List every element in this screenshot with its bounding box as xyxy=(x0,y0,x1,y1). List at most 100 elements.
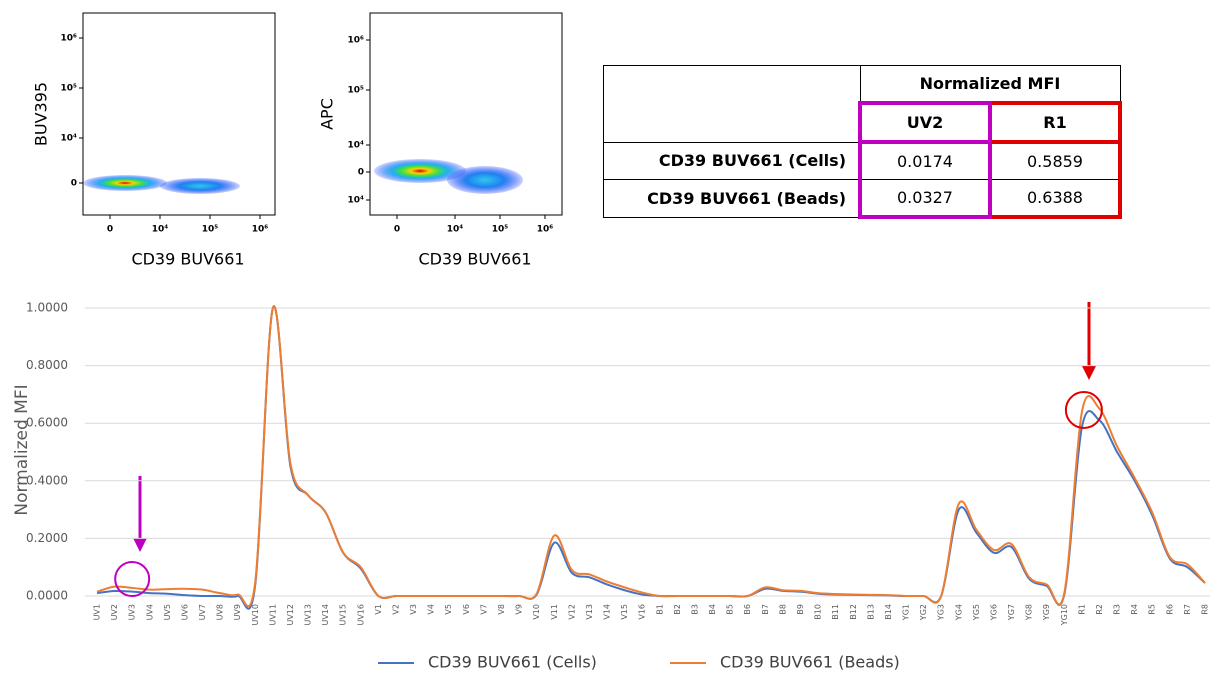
x-tick-label: V5 xyxy=(444,604,453,615)
y-tick-label: 10⁴ xyxy=(348,196,365,206)
x-tick-label: V9 xyxy=(515,604,524,615)
x-tick-label: V2 xyxy=(391,604,400,615)
cell: 0.0327 xyxy=(858,179,992,219)
x-tick-label: UV12 xyxy=(286,604,295,626)
x-tick-label: 10⁵ xyxy=(202,225,219,235)
x-tick-label: YG4 xyxy=(954,604,963,621)
cell: 0.5859 xyxy=(988,141,1122,180)
x-tick-label: V4 xyxy=(427,604,436,615)
x-tick-label: UV11 xyxy=(268,604,277,626)
x-axis-title: CD39 BUV661 xyxy=(418,250,531,269)
x-tick-label: R3 xyxy=(1113,604,1122,615)
x-tick-label: B9 xyxy=(796,604,805,615)
x-tick-label: V3 xyxy=(409,604,418,615)
x-tick-label: B4 xyxy=(708,604,717,615)
x-tick-label: V7 xyxy=(479,604,488,615)
x-tick-label: YG7 xyxy=(1007,604,1016,621)
arrow-head xyxy=(1082,366,1096,380)
x-axis-title: CD39 BUV661 xyxy=(131,250,244,269)
y-tick-label: 0.8000 xyxy=(26,358,68,372)
x-tick-label: R5 xyxy=(1148,604,1157,615)
density xyxy=(160,178,240,194)
y-tick-label: 1.0000 xyxy=(26,301,68,315)
x-tick-label: 10⁴ xyxy=(447,225,464,235)
y-tick-label: 0.6000 xyxy=(26,416,68,430)
x-tick-label: B6 xyxy=(743,604,752,615)
x-tick-label: YG5 xyxy=(972,604,981,621)
x-tick-label: B3 xyxy=(690,604,699,615)
x-tick-label: B1 xyxy=(655,604,664,615)
highlight-circle xyxy=(1064,391,1103,429)
x-tick-label: UV8 xyxy=(216,604,225,620)
plot-2 xyxy=(369,12,563,216)
x-tick-label: 10⁴ xyxy=(152,225,169,235)
arrow-head xyxy=(133,538,147,552)
x-tick-label: R8 xyxy=(1201,604,1210,615)
y-tick-label: 0.4000 xyxy=(26,473,68,487)
y-tick-label: 10⁵ xyxy=(61,84,78,94)
y-tick-label: 10⁴ xyxy=(348,141,365,151)
y-tick-label: 0 xyxy=(358,168,364,178)
x-tick-label: YG6 xyxy=(989,604,998,621)
y-tick-label: 10⁴ xyxy=(61,134,78,144)
x-tick-label: V16 xyxy=(638,604,647,620)
y-tick-label: 10⁵ xyxy=(348,86,365,96)
x-tick-label: YG8 xyxy=(1025,604,1034,621)
x-tick-label: B14 xyxy=(884,604,893,620)
plot-1 xyxy=(82,12,276,216)
y-axis-title: Normalized MFI xyxy=(12,384,32,515)
x-tick-label: UV2 xyxy=(110,604,119,620)
x-tick-label: B13 xyxy=(866,604,875,620)
x-tick-label: UV5 xyxy=(163,604,172,620)
row-header: CD39 BUV661 (Cells) xyxy=(603,141,861,180)
y-axis-title: BUV395 xyxy=(32,82,51,146)
x-tick-label: V8 xyxy=(497,604,506,615)
cell: 0.0174 xyxy=(858,141,992,180)
x-tick-label: B8 xyxy=(778,604,787,615)
x-tick-label: 0 xyxy=(107,225,113,235)
table: Normalized MFI UV2 R1 CD39 BUV661 (Cells… xyxy=(603,65,1122,219)
x-tick-label: V12 xyxy=(567,604,576,620)
column-header: UV2 xyxy=(858,101,992,144)
x-tick-label: R4 xyxy=(1130,604,1139,615)
x-tick-label: UV10 xyxy=(251,604,260,626)
x-tick-label: R1 xyxy=(1077,604,1086,615)
x-tick-label: R6 xyxy=(1165,604,1174,615)
highlight-circle xyxy=(114,561,151,597)
x-tick-label: R2 xyxy=(1095,604,1104,615)
x-tick-label: UV9 xyxy=(233,604,242,620)
column-header: R1 xyxy=(988,101,1122,144)
x-tick-label: B7 xyxy=(761,604,770,615)
plot-frame xyxy=(369,12,563,216)
cell: 0.6388 xyxy=(988,179,1122,219)
x-tick-label: B10 xyxy=(814,604,823,620)
legend-label: CD39 BUV661 (Cells) xyxy=(428,653,597,672)
x-tick-label: V14 xyxy=(603,604,612,620)
line-series xyxy=(96,305,1206,608)
density xyxy=(83,175,167,191)
x-tick-label: 10⁵ xyxy=(492,225,509,235)
row-header: CD39 BUV661 (Beads) xyxy=(603,179,861,218)
x-tick-label: UV13 xyxy=(304,604,313,626)
y-tick-label: 0 xyxy=(71,179,77,189)
x-tick-label: B11 xyxy=(831,604,840,620)
plot-frame xyxy=(82,12,276,216)
x-tick-label: UV15 xyxy=(339,604,348,626)
x-tick-label: B5 xyxy=(726,604,735,615)
x-tick-label: R7 xyxy=(1183,604,1192,615)
x-tick-label: UV7 xyxy=(198,604,207,620)
x-tick-label: V13 xyxy=(585,604,594,620)
density xyxy=(447,166,523,194)
x-tick-label: YG9 xyxy=(1042,604,1051,621)
x-tick-label: UV1 xyxy=(93,604,102,620)
x-tick-label: UV4 xyxy=(145,604,154,620)
y-tick-label: 0.2000 xyxy=(26,531,68,545)
x-tick-label: V1 xyxy=(374,604,383,615)
x-tick-label: V10 xyxy=(532,604,541,620)
y-axis-title: APC xyxy=(318,98,337,130)
x-tick-label: UV6 xyxy=(180,604,189,620)
x-tick-label: UV14 xyxy=(321,604,330,626)
x-tick-label: B12 xyxy=(849,604,858,620)
cell xyxy=(603,65,861,143)
